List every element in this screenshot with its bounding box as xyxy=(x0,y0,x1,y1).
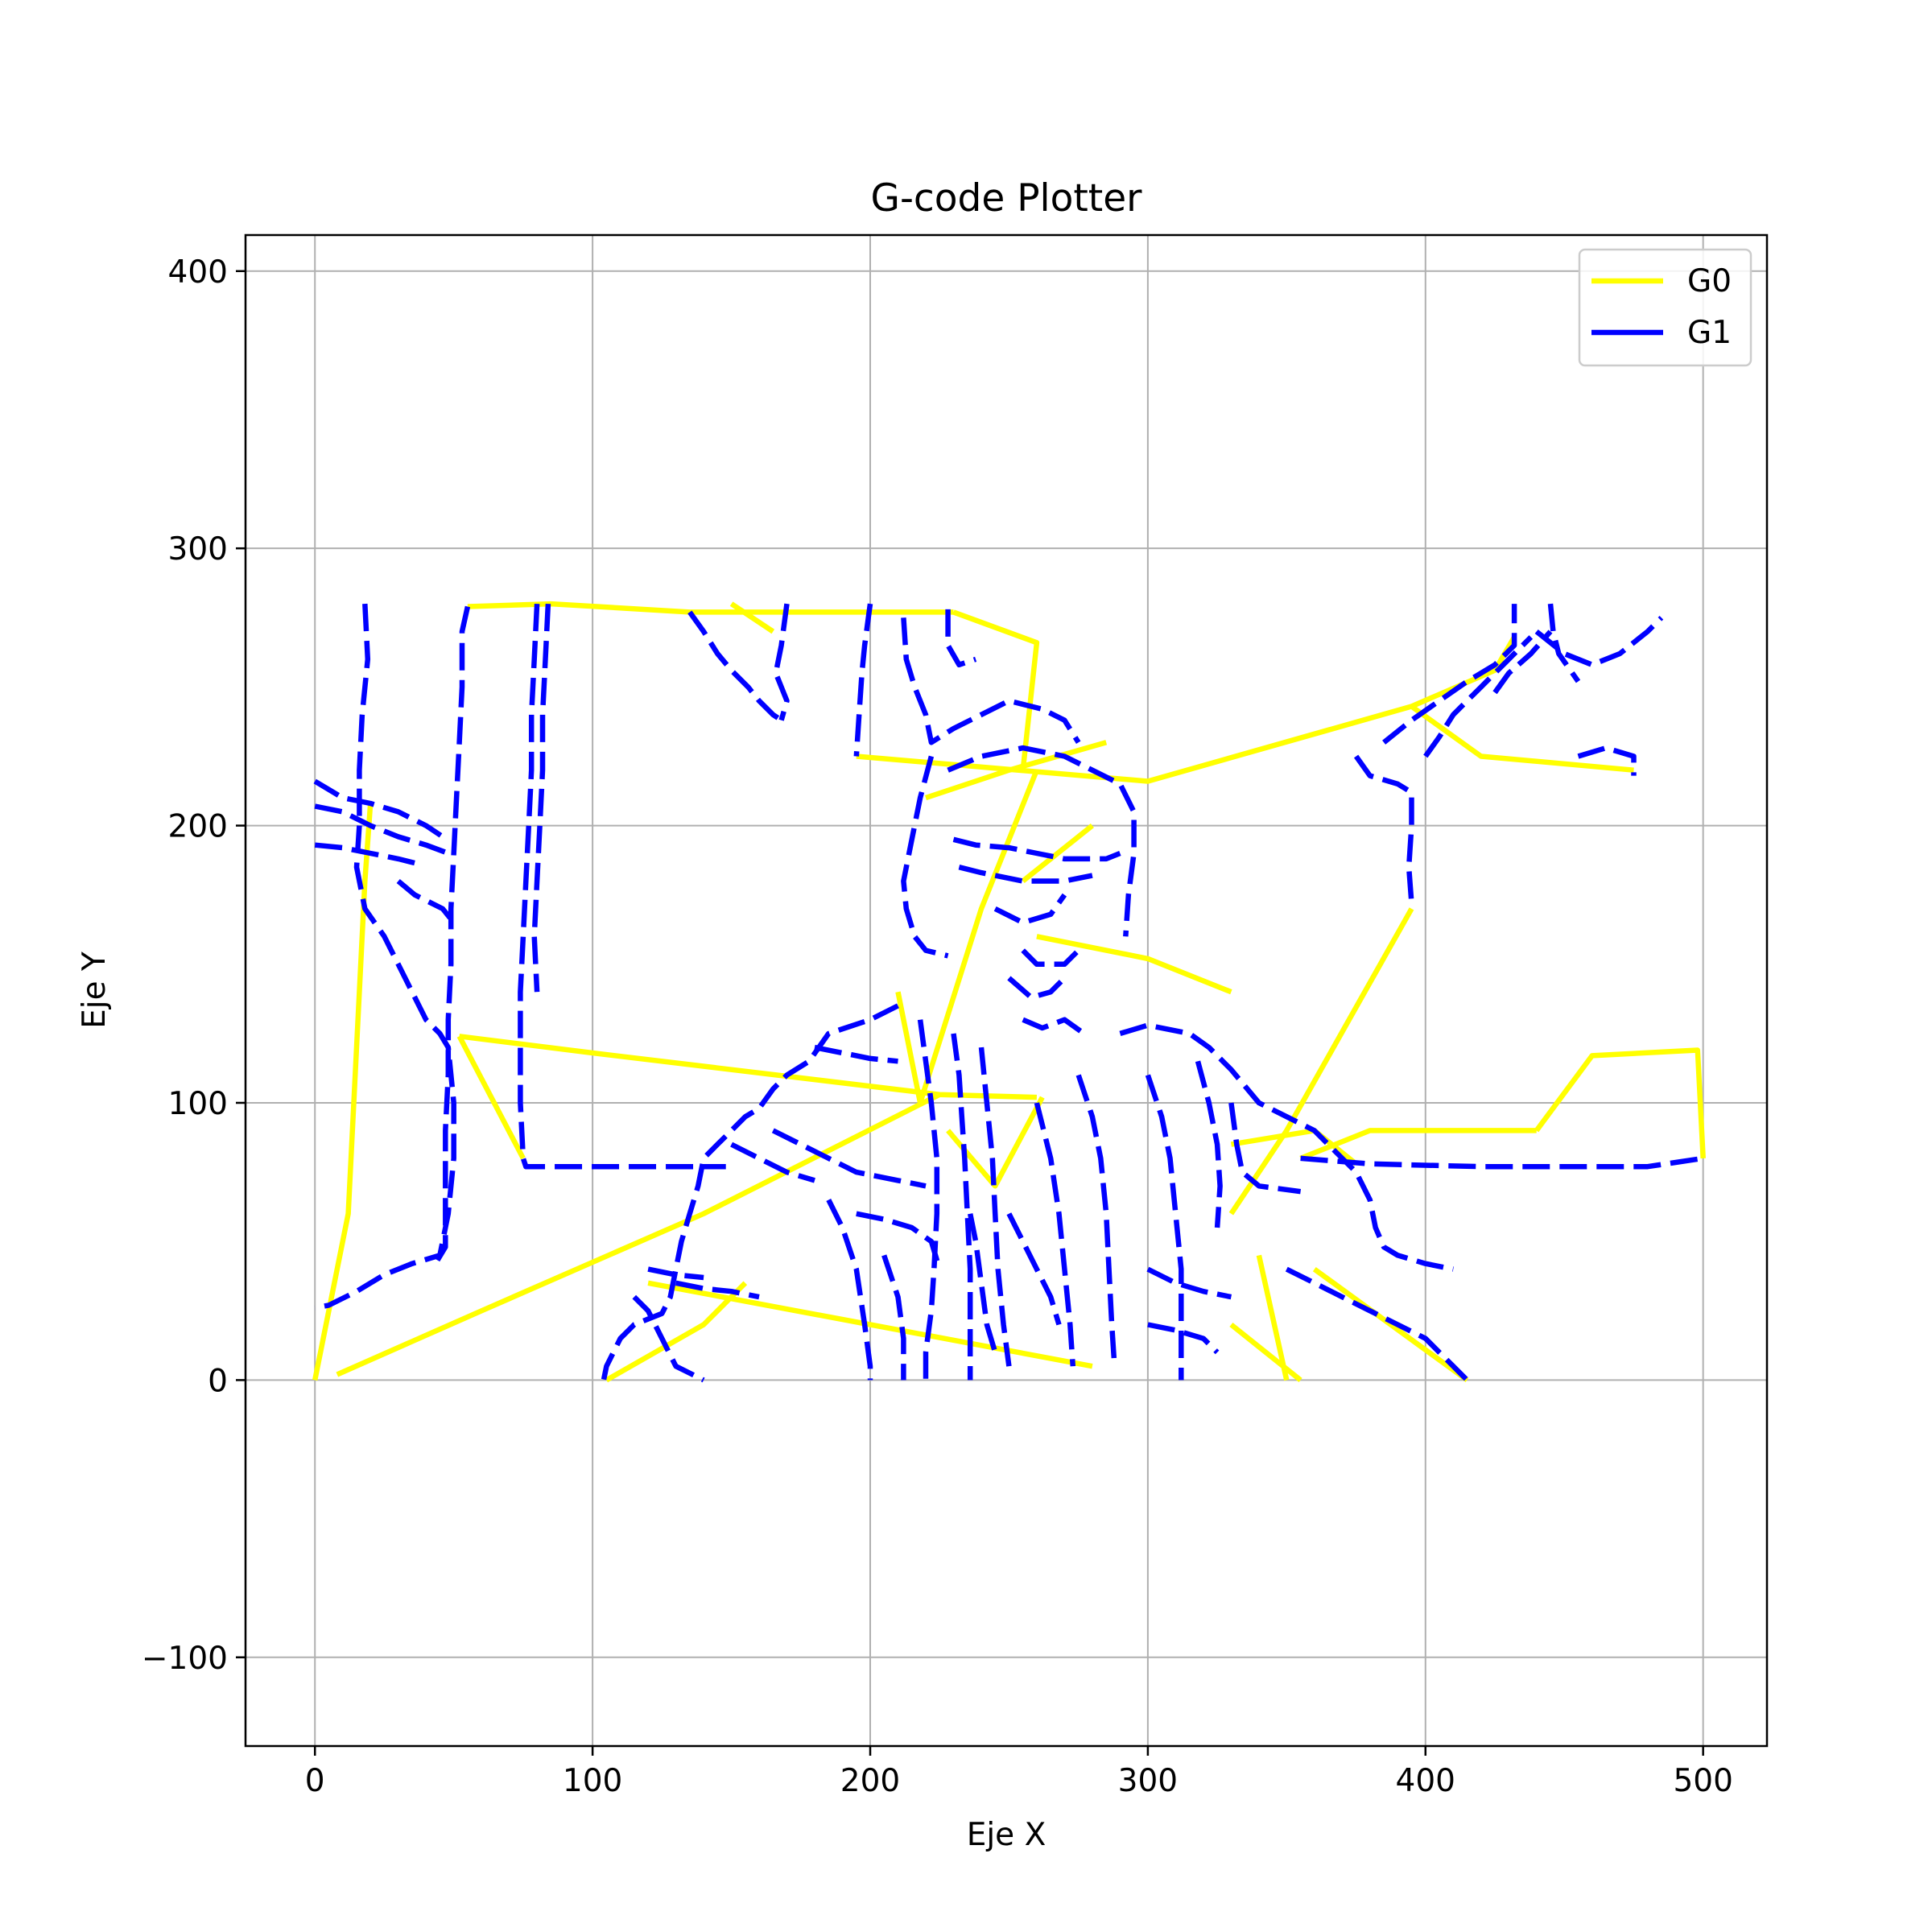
path-g1 xyxy=(978,1046,1012,1367)
y-axis-label: Eje Y xyxy=(76,952,113,1029)
path-g1 xyxy=(1119,1022,1454,1272)
path-g0 xyxy=(1299,1128,1537,1161)
legend-label-g1: G1 xyxy=(1687,315,1732,351)
path-g0 xyxy=(1256,1254,1290,1381)
y-tick-label: 200 xyxy=(168,809,228,845)
path-g1 xyxy=(945,609,977,668)
path-g0 xyxy=(1036,934,1232,995)
path-g1 xyxy=(632,1294,705,1383)
path-g0 xyxy=(1228,907,1414,1216)
path-g1 xyxy=(951,1033,973,1381)
path-g1 xyxy=(1423,635,1534,758)
path-g1 xyxy=(881,1254,906,1381)
path-g0 xyxy=(467,601,954,615)
path-g1 xyxy=(1353,754,1414,904)
path-g1 xyxy=(901,755,949,959)
path-g0 xyxy=(1021,824,1094,884)
path-g1 xyxy=(958,865,1093,884)
legend-label-g0: G0 xyxy=(1687,263,1732,299)
path-g1 xyxy=(993,893,1067,926)
path-g0 xyxy=(1312,1266,1469,1383)
path-g1 xyxy=(1547,603,1581,683)
axes-frame xyxy=(244,233,1769,1748)
path-g0 xyxy=(605,1281,748,1383)
path-g1 xyxy=(1034,1102,1076,1367)
path-g1 xyxy=(814,1044,898,1064)
series-g1 xyxy=(313,603,1704,1383)
path-g1 xyxy=(687,610,783,723)
x-tick-label: 200 xyxy=(840,1763,900,1799)
path-g1 xyxy=(647,1266,704,1281)
path-g1 xyxy=(917,1019,940,1381)
path-g1 xyxy=(435,605,471,1262)
y-tick-label: 400 xyxy=(168,254,228,291)
path-g0 xyxy=(1534,1047,1706,1159)
path-g1 xyxy=(601,1003,899,1381)
path-g1 xyxy=(313,778,444,840)
path-g1 xyxy=(771,1128,927,1189)
path-g1 xyxy=(1195,1060,1223,1228)
path-g1 xyxy=(952,836,1121,862)
path-g1 xyxy=(1145,1074,1184,1381)
path-g1 xyxy=(1534,616,1664,668)
path-g0 xyxy=(924,740,1108,801)
path-g1 xyxy=(1147,1322,1220,1355)
grid-lines xyxy=(246,235,1767,1746)
chart-title: G-code Plotter xyxy=(871,176,1143,221)
path-g1 xyxy=(314,803,449,857)
path-g1 xyxy=(853,603,873,757)
path-g1 xyxy=(1007,976,1067,1001)
x-tick-label: 100 xyxy=(563,1763,622,1799)
path-g1 xyxy=(1285,1266,1469,1382)
y-tick-label: −100 xyxy=(142,1641,228,1677)
path-g1 xyxy=(1300,1155,1704,1170)
path-g1 xyxy=(1146,1266,1232,1300)
x-tick-label: 300 xyxy=(1118,1763,1178,1799)
path-g0 xyxy=(1229,1322,1302,1382)
path-g1 xyxy=(314,603,456,1311)
path-g1 xyxy=(968,1213,998,1353)
plot-area xyxy=(312,601,1706,1383)
x-tick-label: 500 xyxy=(1673,1763,1732,1799)
path-g1 xyxy=(1382,604,1517,745)
path-g1 xyxy=(314,842,422,867)
path-g1 xyxy=(531,603,551,993)
path-g1 xyxy=(856,1211,943,1270)
path-g1 xyxy=(1022,1017,1086,1036)
y-tick-label: 100 xyxy=(168,1086,228,1122)
y-tick-label: 300 xyxy=(168,531,228,568)
x-axis-label: Eje X xyxy=(967,1817,1046,1853)
path-g0 xyxy=(647,1280,1093,1369)
path-g1 xyxy=(901,617,1081,745)
path-g1 xyxy=(947,745,1137,937)
path-g0 xyxy=(895,769,1039,1106)
path-g1 xyxy=(1492,630,1553,695)
path-g1 xyxy=(826,1199,873,1381)
series-g0 xyxy=(312,601,1706,1383)
path-g0 xyxy=(456,1034,526,1160)
y-tick-label: 0 xyxy=(208,1363,228,1399)
x-tick-label: 400 xyxy=(1396,1763,1455,1799)
path-g1 xyxy=(518,603,726,1170)
path-g0 xyxy=(729,601,775,634)
path-g0 xyxy=(952,609,1040,771)
x-tick-label: 0 xyxy=(305,1763,325,1799)
path-g1 xyxy=(1006,1212,1062,1326)
path-g1 xyxy=(396,879,456,925)
legend: G0 G1 xyxy=(1578,248,1752,367)
path-g1 xyxy=(1577,745,1637,776)
path-g1 xyxy=(1075,1074,1117,1367)
path-g1 xyxy=(675,1280,760,1300)
path-g0 xyxy=(1410,704,1634,773)
axis-ticks: 0 100 200 300 400 500 −100 0 100 200 300 400 xyxy=(142,254,1733,1799)
path-g1 xyxy=(1021,948,1080,968)
path-g1 xyxy=(730,1141,815,1183)
